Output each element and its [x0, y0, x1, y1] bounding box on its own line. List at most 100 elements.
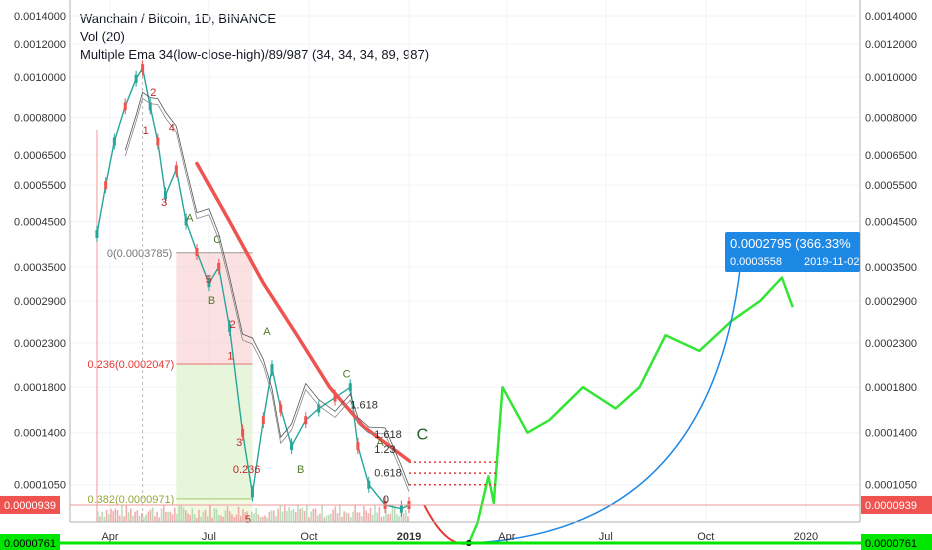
chart-legend: Wanchain / Bitcoin, 1D, BINANCE Vol (20)…: [80, 10, 429, 64]
volume-bar: [215, 508, 218, 522]
volume-bar: [356, 512, 359, 522]
volume-bar: [376, 512, 378, 522]
volume-bar: [162, 504, 165, 522]
y-tick-label-right: 0.0008000: [865, 112, 917, 124]
ema-34-low-line: [124, 97, 410, 492]
volume-bar: [299, 508, 301, 522]
wave-label-1.618: 1.618: [374, 429, 402, 441]
wave-label-1: 1: [227, 350, 233, 362]
volume-bar: [358, 512, 361, 522]
volume-bar: [354, 505, 356, 522]
volume-bar: [156, 511, 158, 522]
volume-bar: [250, 511, 253, 522]
volume-bar: [374, 505, 376, 522]
volume-bar: [187, 513, 189, 522]
wave-label-B: B: [297, 464, 304, 476]
x-tick-label: Jul: [202, 531, 216, 543]
volume-bar: [336, 513, 339, 522]
wave-label-1.23: 1.23: [374, 444, 395, 456]
volume-bar: [321, 504, 323, 522]
volume-bar: [253, 513, 255, 522]
volume-bar: [334, 506, 337, 522]
projection-green-path: [467, 276, 794, 544]
volume-bar: [101, 511, 103, 522]
volume-bar: [367, 513, 370, 522]
volume-bar: [178, 505, 180, 522]
volume-bar: [297, 504, 299, 522]
volume-bar: [204, 509, 207, 522]
volume-bar: [382, 516, 385, 522]
price-candle-body: [250, 489, 254, 498]
y-tick-label-right: 0.0002900: [865, 296, 917, 308]
volume-bar: [393, 506, 396, 522]
volume-bar: [292, 509, 295, 522]
volume-bar: [385, 509, 387, 522]
price-candle-body: [184, 217, 188, 226]
volume-bar: [224, 510, 227, 522]
price-candle-body: [123, 102, 127, 111]
x-tick-label: Jul: [599, 531, 613, 543]
current-price-badge-left-text: 0.0000939: [4, 500, 56, 512]
volume-bar: [261, 516, 264, 522]
wave-label-B: B: [208, 295, 215, 307]
volume-bar: [129, 508, 132, 522]
support-price-badge-left: 0.0000761: [0, 533, 60, 550]
volume-bar: [279, 505, 282, 522]
price-candle-body: [228, 323, 232, 332]
volume-bar: [99, 516, 101, 522]
volume-bar: [257, 514, 260, 522]
y-tick-label-right: 0.0005500: [865, 180, 917, 192]
legend-ema: Multiple Ema 34(low-close-high)/89/987 (…: [80, 47, 430, 62]
volume-bar: [288, 506, 290, 522]
y-tick-label-left: 0.0003500: [14, 262, 66, 274]
volume-bar: [268, 511, 271, 522]
fib-label-0: 0(0.0003785): [107, 248, 172, 260]
volume-bar: [140, 513, 143, 522]
volume-bar: [154, 516, 156, 522]
volume-bar: [123, 516, 125, 522]
y-tick-label-left: 0.0010000: [14, 72, 66, 84]
y-tick-label-left: 0.0001050: [14, 480, 66, 492]
legend-volume: Vol (20): [80, 29, 125, 44]
volume-bar: [202, 511, 205, 522]
y-tick-label-left: 0.0002900: [14, 296, 66, 308]
volume-bar: [217, 514, 220, 522]
volume-bar: [151, 507, 154, 522]
volume-bars: [96, 504, 409, 522]
fib-zone-236-382: [176, 363, 253, 499]
price-candle-body: [290, 442, 294, 451]
volume-bar: [259, 516, 262, 522]
volume-bar: [228, 511, 231, 522]
left-price-axis: 0.0014000 0.0012000 0.0010000 0.0008000 0.00…: [14, 0, 71, 522]
volume-bar: [347, 513, 350, 522]
x-tick-label: 2020: [794, 531, 818, 543]
volume-bar: [349, 517, 352, 522]
wave-label-C: C: [343, 368, 351, 380]
volume-bar: [237, 506, 240, 522]
x-tick-label: Oct: [300, 531, 317, 543]
volume-bar: [266, 517, 268, 522]
volume-bar: [193, 514, 196, 522]
volume-bar: [352, 511, 354, 522]
volume-bar: [264, 515, 266, 522]
volume-bar: [200, 516, 202, 522]
price-candle-body: [95, 229, 99, 238]
y-tick-label-left: 0.0002300: [14, 338, 66, 350]
volume-bar: [145, 514, 147, 522]
wave-labels: 21435ACB2135ABCACB01.6181.6181.230.6180.…: [143, 87, 429, 550]
volume-bar: [338, 505, 341, 522]
time-axis: Apr Jul Oct 2019 Apr Jul Oct 2020: [70, 521, 860, 543]
volume-bar: [378, 506, 381, 522]
y-tick-label-left: 0.0008000: [14, 112, 66, 124]
volume-bar: [176, 514, 178, 522]
price-candle-body: [241, 428, 245, 437]
wave-label-A: A: [186, 212, 194, 224]
wave-label-0.618: 0.618: [374, 467, 402, 479]
volume-bar: [310, 511, 312, 522]
volume-bar: [325, 515, 328, 522]
volume-bar: [402, 513, 405, 522]
volume-bar: [332, 509, 334, 522]
wave-label-0: 0: [383, 494, 389, 506]
volume-bar: [363, 506, 365, 522]
